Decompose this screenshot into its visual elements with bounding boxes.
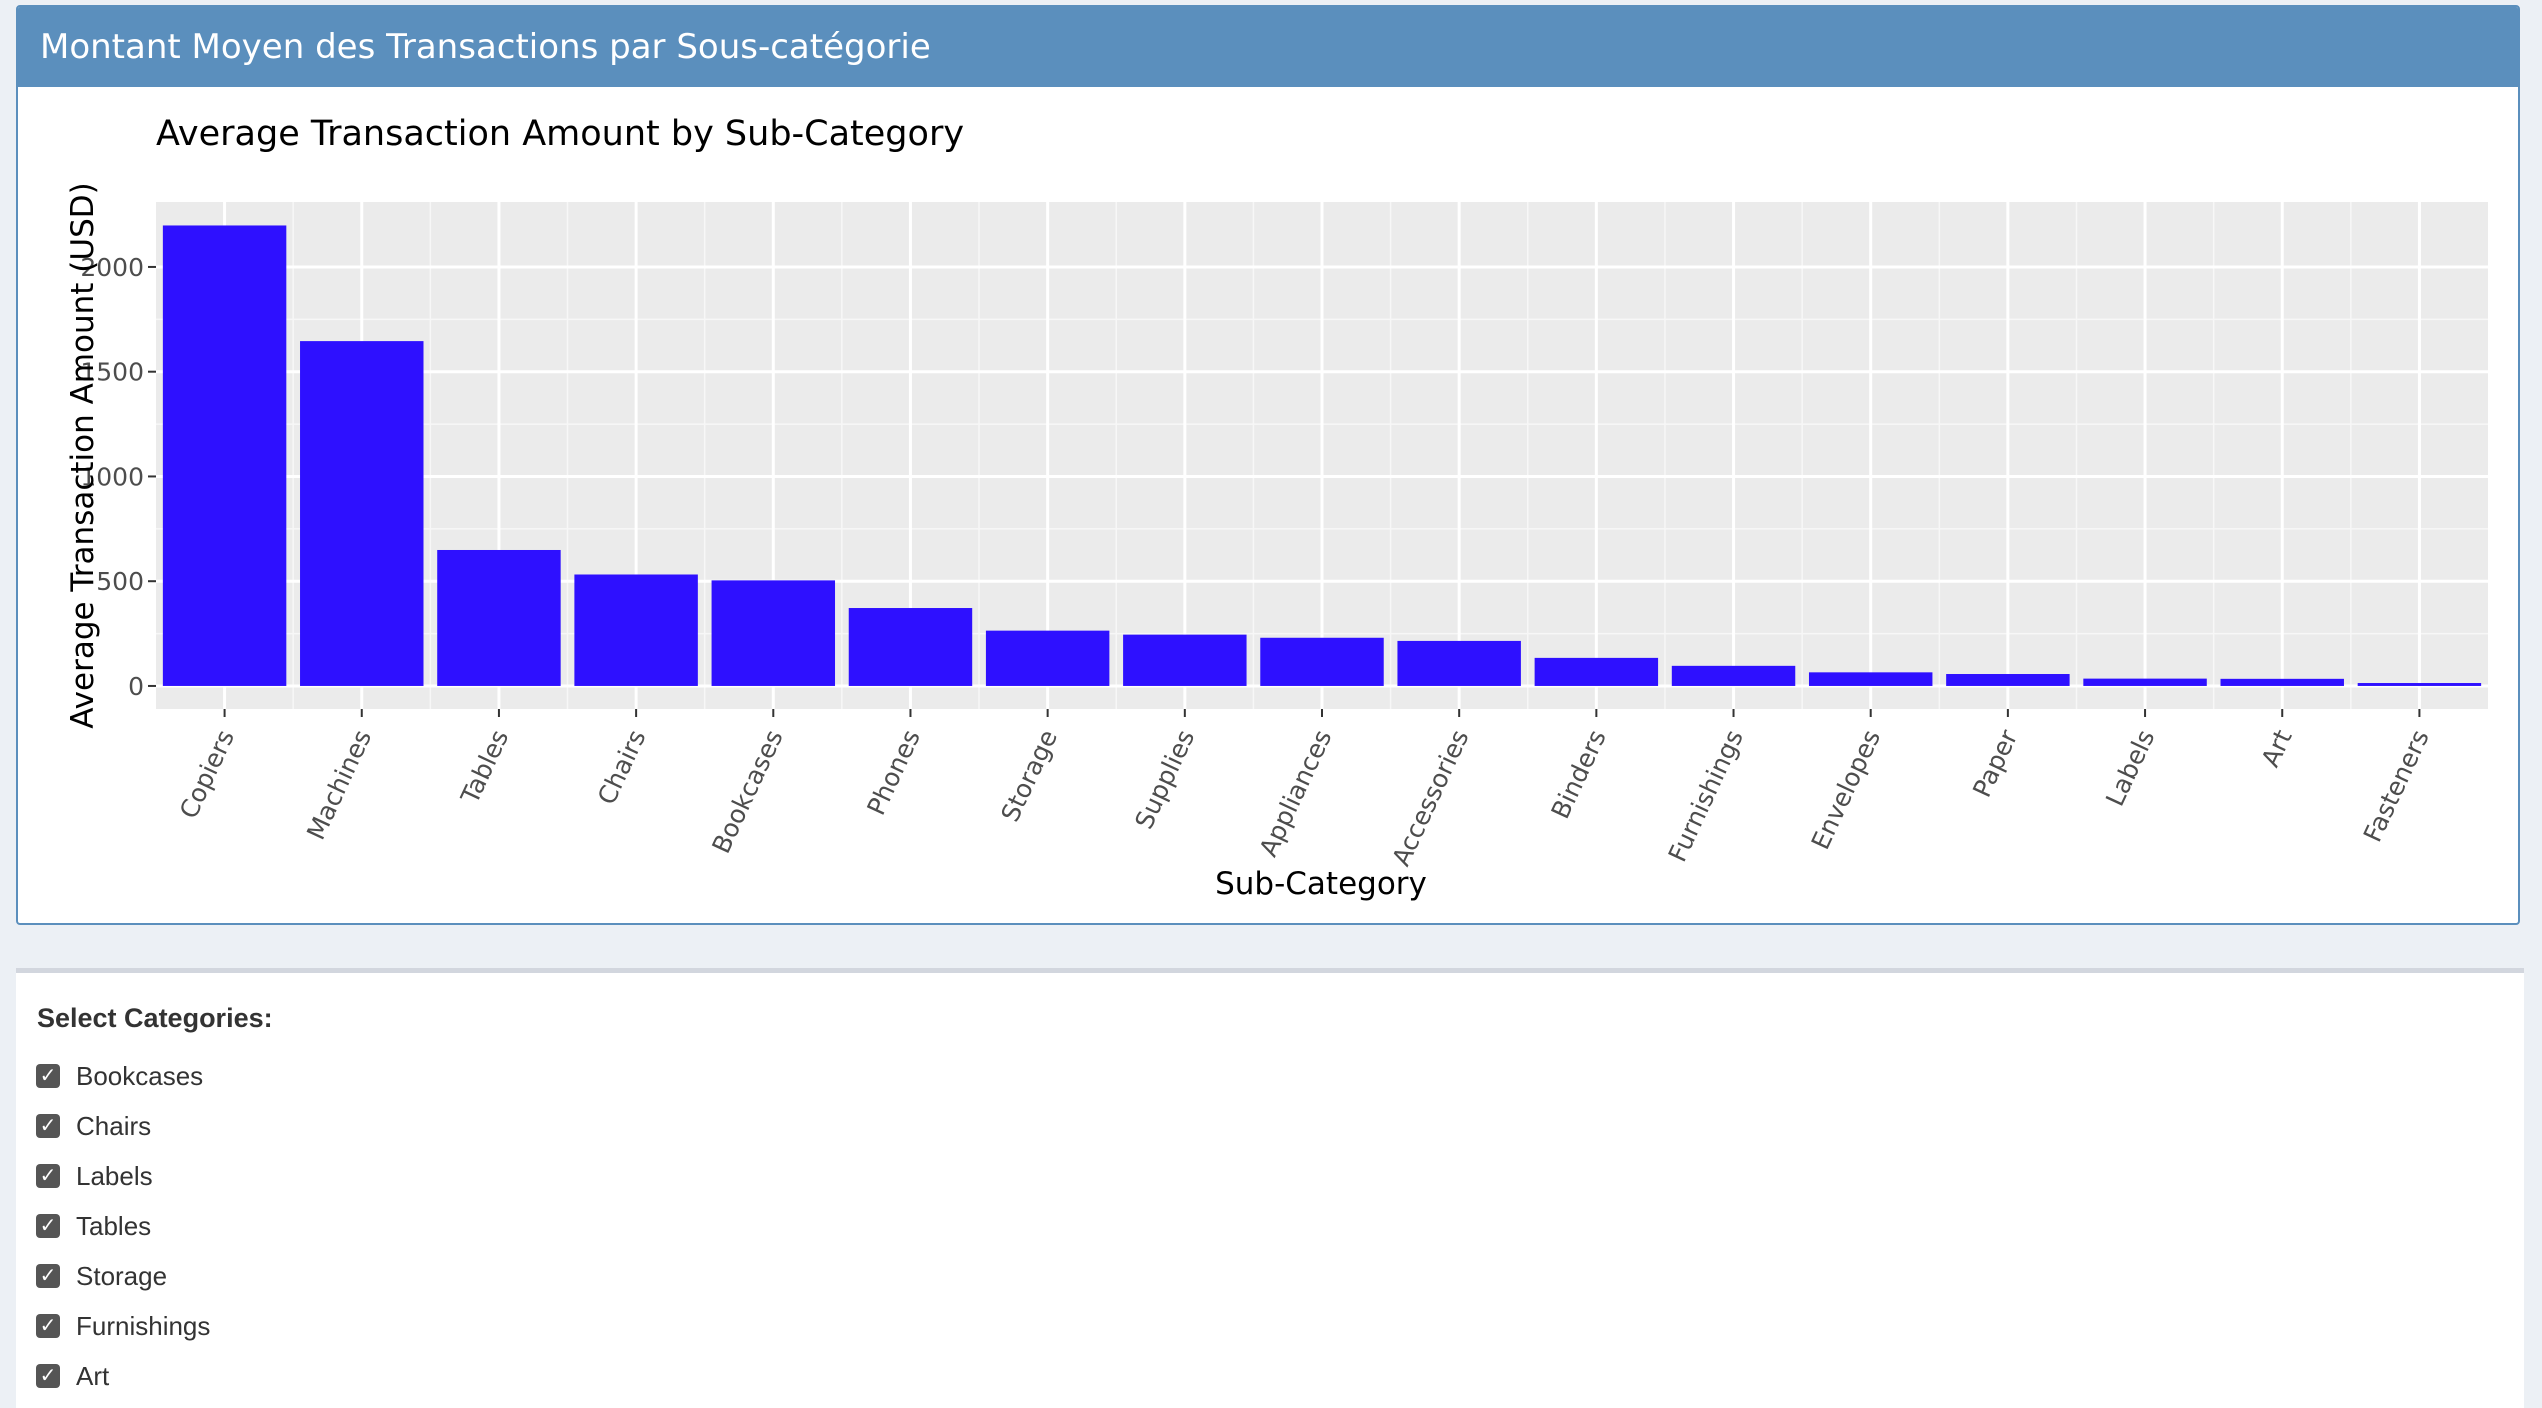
bar-art [2220, 678, 2344, 686]
category-option-bookcases[interactable]: ✓ Bookcases [36, 1051, 210, 1101]
x-tick-label: Fasteners [2358, 725, 2435, 846]
checkbox-bookcases[interactable]: ✓ [36, 1064, 60, 1088]
x-tick-label: Binders [1546, 725, 1612, 823]
y-axis-label: Average Transaction Amount (USD) [65, 182, 101, 728]
bar-accessories [1397, 640, 1521, 686]
x-tick-label: Labels [2100, 725, 2160, 810]
checkbox-tables[interactable]: ✓ [36, 1214, 60, 1238]
bar-machines [300, 341, 424, 686]
checkbox-art[interactable]: ✓ [36, 1364, 60, 1388]
checkbox-storage[interactable]: ✓ [36, 1264, 60, 1288]
bar-paper [1946, 674, 2070, 686]
bar-tables [437, 549, 561, 686]
plot-area: 0 500 1000 1500 2000 Copiers Machines Tables Cha… [80, 202, 2488, 870]
x-axis-label: Sub-Category [1215, 866, 1427, 902]
category-option-furnishings[interactable]: ✓ Furnishings [36, 1301, 210, 1351]
x-tick-label: Chairs [592, 725, 652, 809]
x-tick-label: Phones [861, 725, 926, 819]
x-tick-label: Storage [995, 725, 1063, 826]
chart-title: Average Transaction Amount by Sub-Catego… [156, 114, 964, 154]
x-tick-label: Copiers [174, 725, 240, 823]
y-tick-label: 2000 [80, 253, 144, 282]
checkbox-chairs[interactable]: ✓ [36, 1114, 60, 1138]
checkbox-label: Furnishings [76, 1310, 211, 1341]
x-tick-label: Tables [455, 725, 515, 809]
category-option-tables[interactable]: ✓ Tables [36, 1201, 210, 1251]
bar-fasteners [2357, 683, 2482, 686]
x-tick-label: Appliances [1254, 725, 1338, 861]
chart-container: 0 500 1000 1500 2000 Copiers Machines Tables Cha… [18, 87, 2518, 923]
checkbox-furnishings[interactable]: ✓ [36, 1314, 60, 1338]
bar-envelopes [1808, 672, 1933, 686]
select-categories-label: Select Categories: [37, 1003, 273, 1033]
x-tick-label: Supplies [1129, 725, 1200, 833]
bar-chart: 0 500 1000 1500 2000 Copiers Machines Tables Cha… [65, 114, 2488, 902]
filter-panel: Select Categories: ✓ Bookcases ✓ Chairs ✓ Lab… [16, 968, 2524, 1408]
checkbox-label: Storage [76, 1260, 168, 1291]
checkbox-label: Bookcases [76, 1060, 204, 1091]
bar-appliances [1260, 637, 1384, 686]
box-title: Montant Moyen des Transactions par Sous-… [18, 7, 2518, 87]
x-tick-label: Accessories [1386, 725, 1474, 870]
category-option-storage[interactable]: ✓ Storage [36, 1251, 210, 1301]
y-tick-label: 1500 [80, 358, 144, 387]
y-tick-label: 1000 [80, 462, 144, 491]
bar-chairs [574, 574, 698, 686]
chart-box: Montant Moyen des Transactions par Sous-… [16, 5, 2520, 925]
y-tick-label: 0 [128, 672, 144, 701]
checkbox-label: Art [76, 1360, 110, 1391]
x-tick-label: Art [2256, 725, 2298, 771]
category-option-chairs[interactable]: ✓ Chairs [36, 1101, 210, 1151]
bar-labels [2083, 678, 2207, 686]
checkbox-label: Tables [76, 1210, 152, 1241]
bar-binders [1534, 657, 1659, 686]
bar-copiers [162, 225, 287, 686]
y-tick-label: 500 [96, 567, 144, 596]
checkbox-label: Labels [76, 1160, 153, 1191]
bar-supplies [1123, 634, 1247, 686]
checkbox-labels[interactable]: ✓ [36, 1164, 60, 1188]
bar-furnishings [1671, 665, 1796, 686]
x-tick-label: Bookcases [706, 725, 788, 858]
x-tick-label: Envelopes [1806, 725, 1887, 854]
category-option-art[interactable]: ✓ Art [36, 1351, 210, 1401]
x-tick-label: Paper [1967, 725, 2024, 802]
bar-storage [985, 630, 1110, 686]
x-tick-label: Furnishings [1663, 725, 1749, 866]
category-checkbox-list: ✓ Bookcases ✓ Chairs ✓ Labels ✓ Tables ✓ Storage ✓… [36, 1051, 210, 1401]
category-option-labels[interactable]: ✓ Labels [36, 1151, 210, 1201]
x-tick-label: Machines [301, 725, 377, 844]
bar-bookcases [711, 580, 836, 686]
checkbox-label: Chairs [76, 1110, 152, 1141]
bar-phones [848, 608, 973, 686]
